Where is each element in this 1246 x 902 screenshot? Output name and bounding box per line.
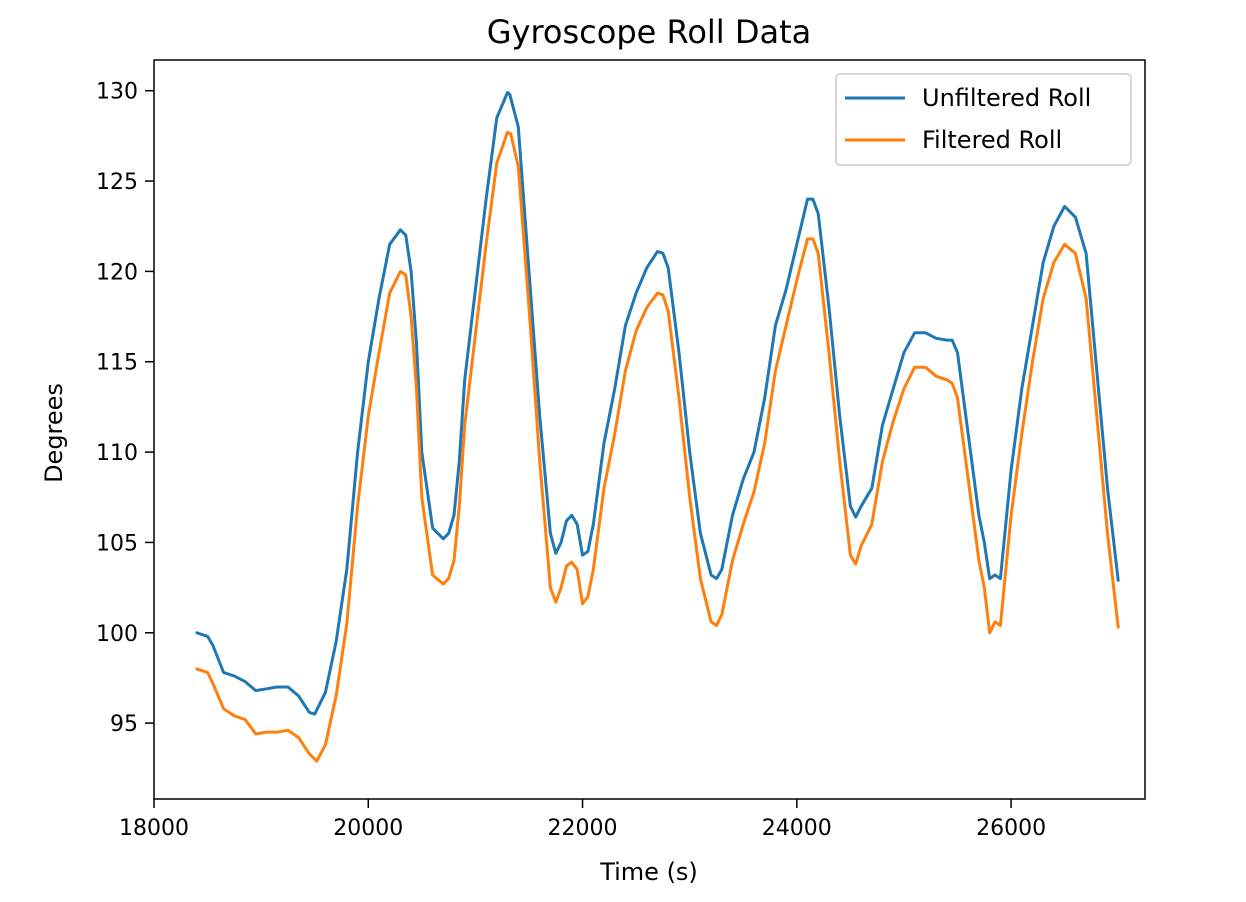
x-tick-label: 18000 [119, 816, 189, 841]
y-tick-label: 115 [96, 351, 138, 376]
x-tick-label: 26000 [976, 816, 1046, 841]
y-tick-label: 100 [96, 622, 138, 647]
series-line-unfiltered-roll [195, 91, 1120, 716]
x-tick-label: 24000 [762, 816, 832, 841]
plot-frame [153, 59, 1146, 800]
legend-label-unfiltered-roll: Unfiltered Roll [922, 84, 1091, 112]
y-tick-label: 105 [96, 531, 138, 556]
legend-label-filtered-roll: Filtered Roll [922, 126, 1062, 154]
y-tick-label: 110 [96, 441, 138, 466]
x-axis-label: Time (s) [599, 858, 698, 886]
series-layer [195, 91, 1120, 763]
y-tick-label: 125 [96, 170, 138, 195]
y-tick-label: 120 [96, 260, 138, 285]
y-tick-label: 95 [110, 712, 138, 737]
x-tick-label: 20000 [333, 816, 403, 841]
x-tick-label: 22000 [548, 816, 618, 841]
series-line-filtered-roll [195, 130, 1120, 763]
y-axis-label: Degrees [40, 383, 68, 483]
y-tick-label: 130 [96, 80, 138, 105]
x-axis: 18000 20000 22000 24000 26000 [119, 799, 1046, 841]
legend: Unfiltered Roll Filtered Roll [835, 73, 1132, 166]
legend-box [835, 73, 1132, 166]
y-axis: 95 100 105 110 115 120 125 130 [96, 80, 154, 737]
chart-title: Gyroscope Roll Data [487, 13, 812, 51]
